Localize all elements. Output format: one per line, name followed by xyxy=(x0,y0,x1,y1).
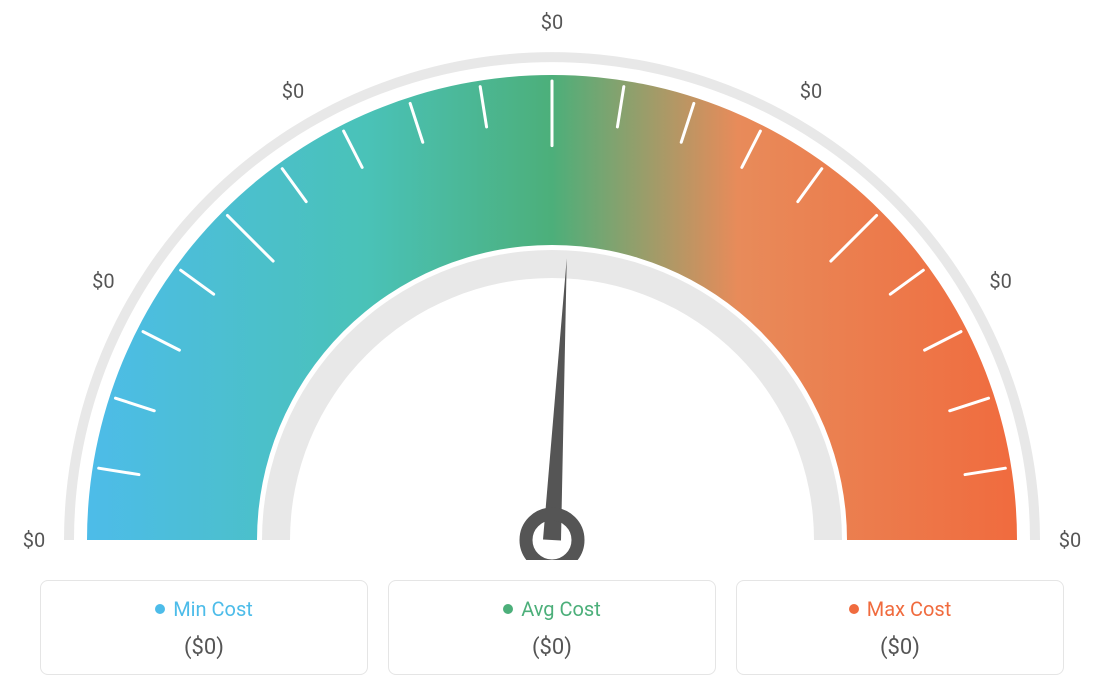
legend-value-min: ($0) xyxy=(53,635,355,660)
legend-dot-min xyxy=(155,604,165,614)
legend-label-min: Min Cost xyxy=(173,597,253,621)
legend-card-avg: Avg Cost ($0) xyxy=(388,580,716,675)
legend-value-avg: ($0) xyxy=(401,635,703,660)
legend-dot-avg xyxy=(503,604,513,614)
legend-top: Avg Cost xyxy=(503,597,601,621)
legend-top: Min Cost xyxy=(155,597,253,621)
legend-card-min: Min Cost ($0) xyxy=(40,580,368,675)
gauge-chart xyxy=(0,0,1104,560)
legend-row: Min Cost ($0) Avg Cost ($0) Max Cost ($0… xyxy=(40,580,1064,675)
scale-label: $0 xyxy=(989,269,1011,293)
scale-label: $0 xyxy=(541,10,563,34)
legend-dot-max xyxy=(849,604,859,614)
legend-label-avg: Avg Cost xyxy=(521,597,601,621)
scale-label: $0 xyxy=(282,79,304,103)
scale-label: $0 xyxy=(800,79,822,103)
scale-label: $0 xyxy=(23,528,45,552)
legend-label-max: Max Cost xyxy=(867,597,952,621)
legend-card-max: Max Cost ($0) xyxy=(736,580,1064,675)
cost-gauge-container: $0 $0 $0 $0 $0 $0 $0 Min Cost ($0) Avg Cost ($… xyxy=(0,0,1104,690)
legend-top: Max Cost xyxy=(849,597,952,621)
scale-label: $0 xyxy=(92,269,114,293)
gauge-wrap: $0 $0 $0 $0 $0 $0 $0 xyxy=(0,0,1104,560)
legend-value-max: ($0) xyxy=(749,635,1051,660)
scale-label: $0 xyxy=(1059,528,1081,552)
